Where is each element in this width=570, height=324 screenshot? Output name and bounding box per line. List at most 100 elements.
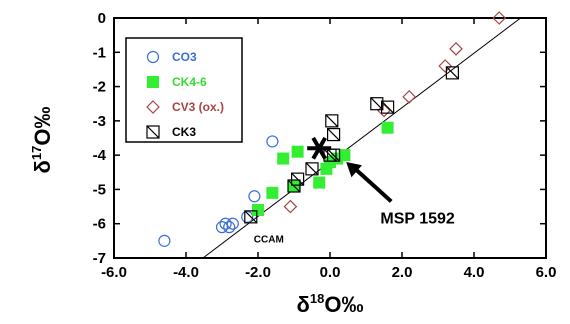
point-ck3-box [291,172,305,186]
point-ck3 [381,100,395,114]
point-ck3-diag [445,66,459,80]
legend-marker-2 [146,100,160,114]
asterisk-stroke [311,136,327,160]
x-tick-label: -6.0 [101,264,127,281]
point-ck4-6 [266,186,279,199]
x-tick-label: 2.0 [392,264,413,281]
x-axis-title-base: δ [297,292,310,317]
legend-marker-3-box [146,125,160,139]
point-ck3-diag [327,128,341,141]
legend-marker-0 [146,50,160,64]
point-ck3 [327,127,341,142]
point-ck3-box [325,114,339,128]
y-axis-title-sup: 17 [29,146,44,160]
y-axis-title-base: δ [30,160,55,173]
point-co3 [226,217,239,230]
point-ck4-6 [381,121,394,134]
point-ck4-6 [252,204,264,216]
y-tick-label: -6 [93,216,106,233]
point-ck3-box [381,100,395,114]
legend-label-1: CK4-6 [172,75,207,89]
arrow-head [346,162,363,178]
y-tick-label: -2 [93,79,106,96]
point-ck3-diag [370,97,384,111]
point-ck3-diag [327,148,341,162]
y-axis-title-rest: O‰ [30,107,55,146]
y-axis-ticks [114,17,546,259]
point-ck3-diag [323,148,337,162]
point-ck3-box [445,66,459,80]
x-axis-title-rest: O‰ [324,292,363,317]
point-ck4-6 [338,149,351,162]
point-ck3 [445,66,459,80]
point-ck3-diag [291,172,305,186]
point-ck3-box [305,162,319,176]
arrow-shaft [352,166,393,203]
asterisk-marker [307,136,332,160]
point-ck3-box [370,97,384,111]
legend-marker-3 [146,125,160,139]
point-cv3-ox [402,90,417,104]
x-tick-label: 4.0 [464,264,485,281]
legend-label-3: CK3 [172,125,196,139]
point-cv3-ox [283,199,298,214]
point-ck3-diag [381,100,395,114]
y-tick-label: 0 [98,10,106,27]
point-ck3-diag [305,162,319,176]
ccam-reference-line [202,17,521,259]
point-ck4-6 [313,176,326,189]
point-ck3 [325,114,339,128]
point-co3 [215,221,229,234]
x-tick-label: 0.0 [320,264,341,281]
point-co3 [266,135,279,148]
y-tick-label: -3 [93,113,106,130]
point-ck3 [327,148,341,162]
x-axis-title: δ18O‰ [297,291,364,317]
point-co3 [158,234,171,247]
point-cv3-ox [492,11,507,25]
legend: CO3 CK4-6 CV3 (ox.) CK3 [125,37,243,143]
legend-label-0: CO3 [172,50,197,64]
point-cv3-ox [438,59,453,73]
point-co3 [248,190,261,203]
y-axis-tick-labels: 0 -1 -2 -3 -4 -5 -6 -7 [93,10,107,267]
point-ck4-6 [291,145,304,158]
point-ck3 [291,172,305,186]
point-ck3-box [287,179,301,193]
data-points [158,11,507,247]
point-ck3 [244,210,258,224]
msp-1592-label: MSP 1592 [380,211,455,228]
point-ck3-box [244,210,258,224]
point-cv3-ox [377,103,391,118]
point-cv3-ox [449,42,463,56]
point-ck3-box [327,148,341,162]
point-ck3 [370,97,384,111]
y-tick-label: -1 [93,44,106,61]
point-ck4-6 [277,152,290,165]
point-co3 [223,221,236,234]
x-axis-title-sup: 18 [310,291,324,306]
legend-box [125,37,243,143]
x-tick-label: 6.0 [536,264,557,281]
x-tick-label: -4.0 [173,264,199,281]
point-ck3-box [327,127,341,142]
point-ck3-diag [287,179,301,193]
point-ck3 [287,179,301,193]
legend-label-2: CV3 (ox.) [172,100,224,114]
legend-marker-1 [147,76,159,88]
x-axis-tick-labels: -6.0 -4.0 -2.0 0.0 2.0 4.0 6.0 [101,264,556,281]
y-tick-label: -5 [93,181,106,198]
y-tick-label: -4 [93,147,107,164]
point-ck3-diag [244,210,258,224]
point-ck3 [305,162,319,176]
point-co3 [219,217,232,230]
ccam-label: CCAM [254,235,284,246]
x-tick-label: -2.0 [245,264,271,281]
y-axis-title: δ17O‰ [29,107,55,174]
point-ck3-diag [325,114,339,128]
y-tick-label: -7 [93,250,106,267]
x-axis-ticks [113,18,547,258]
legend-marker-3-diag [146,125,160,139]
annotations: CCAM MSP 1592 [254,136,455,246]
